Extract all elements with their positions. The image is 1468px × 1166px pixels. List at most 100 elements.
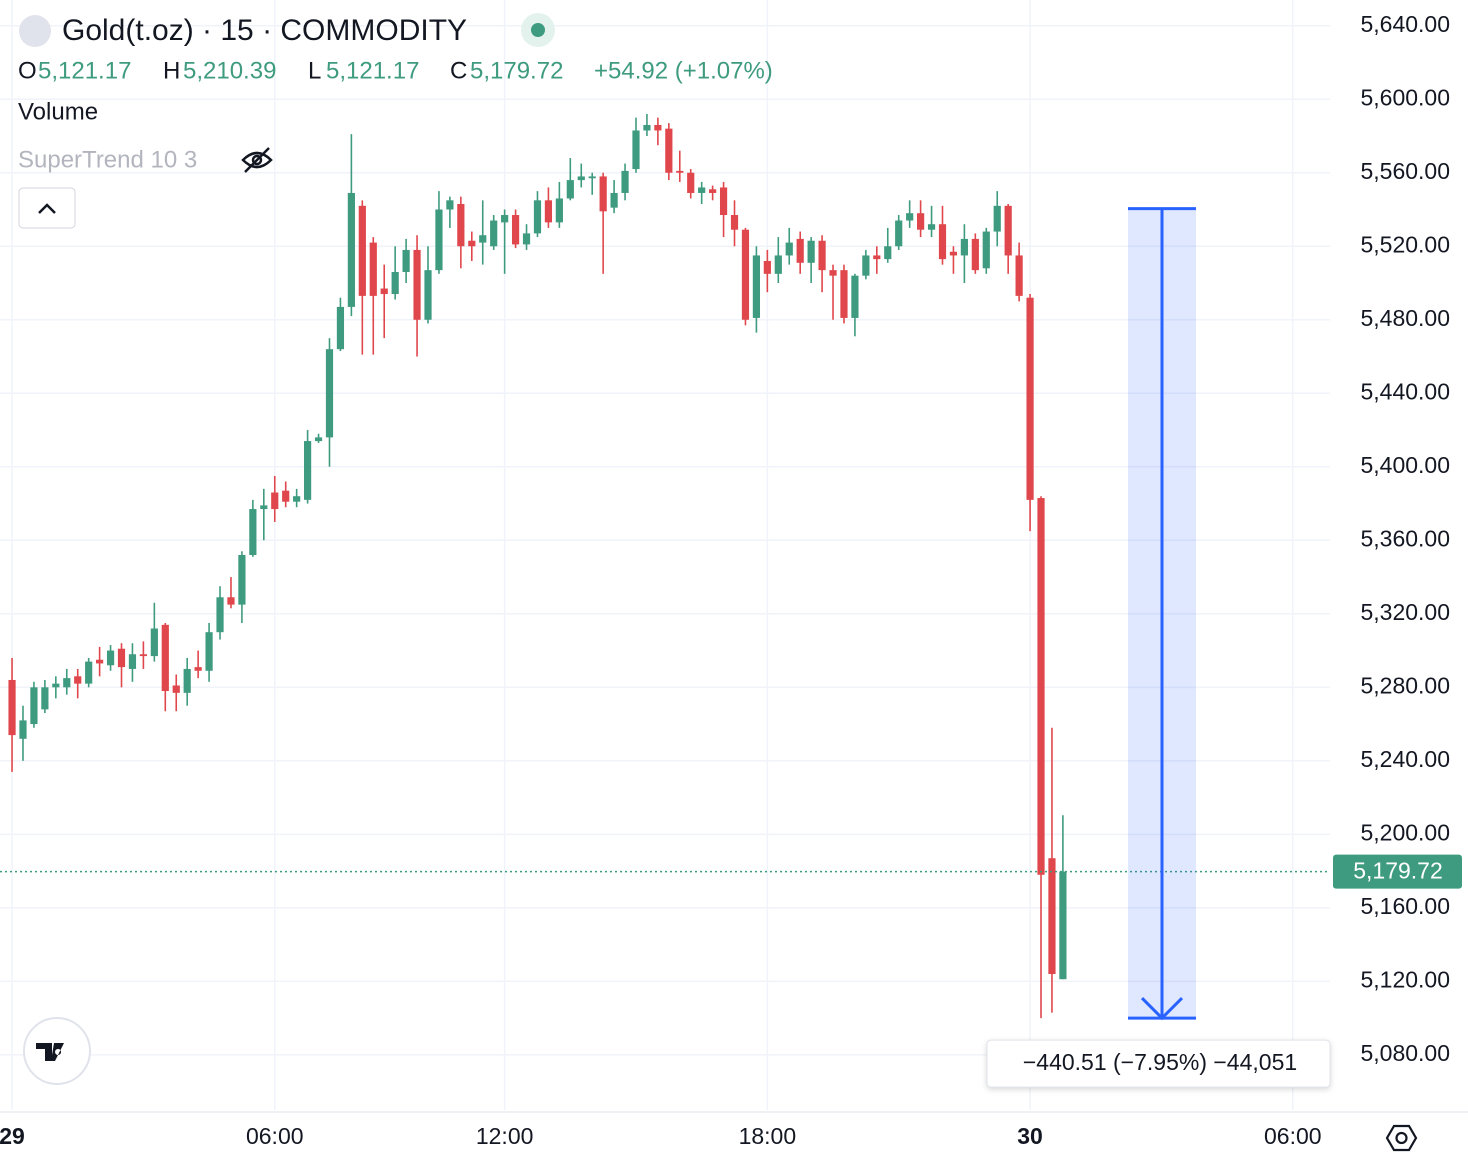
candle-body xyxy=(763,260,771,274)
candle-body xyxy=(884,246,892,260)
candle-body xyxy=(227,597,235,605)
chevron-icon xyxy=(38,203,56,214)
x-tick-label: 29 xyxy=(0,1123,25,1149)
candle-body xyxy=(730,215,739,230)
x-tick-label: 06:00 xyxy=(1264,1123,1322,1149)
candle-body xyxy=(457,203,465,247)
candle-body xyxy=(106,650,115,666)
candle-body xyxy=(665,128,673,173)
y-tick-label: 5,240.00 xyxy=(1360,746,1450,772)
candle-body xyxy=(851,275,859,318)
legend-key: C xyxy=(450,57,467,84)
y-tick-label: 5,160.00 xyxy=(1360,893,1450,919)
settings-icon[interactable] xyxy=(1385,1124,1418,1152)
candle-body xyxy=(993,205,1001,232)
candle-body xyxy=(654,124,662,131)
candle-body xyxy=(413,249,421,320)
candle-body xyxy=(8,679,16,736)
y-tick-label: 5,560.00 xyxy=(1360,158,1450,184)
legend-value: 5,121.17 xyxy=(326,57,419,84)
candle-body xyxy=(380,288,388,295)
candle-body xyxy=(818,240,826,271)
candle-body xyxy=(577,176,585,181)
candle-body xyxy=(555,198,563,223)
candle-body xyxy=(1026,297,1034,500)
candle-body xyxy=(698,187,706,193)
candle-body xyxy=(1015,255,1023,296)
candle-body xyxy=(1059,871,1067,980)
legend-value: 5,121.17 xyxy=(38,57,131,84)
candle-body xyxy=(205,632,213,671)
collapse-button[interactable] xyxy=(18,187,76,229)
measure-label: −440.51 (−7.95%) −44,051 xyxy=(1023,1049,1297,1075)
last-price-label: 5,179.72 xyxy=(1353,858,1443,884)
y-tick-label: 5,320.00 xyxy=(1360,599,1450,625)
indicator-label[interactable]: Volume xyxy=(18,98,98,125)
candle-body xyxy=(938,224,947,260)
candle-body xyxy=(325,349,334,438)
y-tick-label: 5,640.00 xyxy=(1360,11,1450,37)
candle-body xyxy=(260,505,268,510)
candle-body xyxy=(949,251,958,256)
y-tick-label: 5,080.00 xyxy=(1360,1040,1450,1066)
candle-body xyxy=(128,654,137,669)
candle-body xyxy=(687,172,695,193)
y-tick-label: 5,400.00 xyxy=(1360,452,1450,478)
candle-body xyxy=(741,229,750,320)
candle-body xyxy=(435,209,443,271)
candle-body xyxy=(906,213,914,221)
candle-body xyxy=(446,200,454,210)
candle-body xyxy=(719,187,728,216)
candle-body xyxy=(829,270,837,276)
candle-body xyxy=(960,238,968,256)
candle-body xyxy=(501,215,509,223)
candle-body xyxy=(490,220,498,247)
legend-value: 5,210.39 xyxy=(183,57,276,84)
candle-body xyxy=(347,192,355,307)
candle-body xyxy=(161,624,169,691)
logo xyxy=(36,1043,64,1061)
y-tick-label: 5,360.00 xyxy=(1360,525,1450,551)
candle-body xyxy=(566,180,574,199)
candle-body xyxy=(599,176,607,212)
candle-body xyxy=(41,687,49,710)
candle-body xyxy=(632,130,640,170)
candle-body xyxy=(314,437,323,442)
legend-key: H xyxy=(163,57,180,84)
candle-body xyxy=(194,667,202,671)
y-tick-label: 5,480.00 xyxy=(1360,305,1450,331)
candle-body xyxy=(1037,498,1045,875)
candle-body xyxy=(249,509,257,555)
candle-body xyxy=(117,648,126,668)
y-tick-label: 5,520.00 xyxy=(1360,231,1450,257)
measure-arrowhead xyxy=(1140,997,1184,1021)
candle-body xyxy=(216,597,224,633)
candle-body xyxy=(358,205,366,296)
candle-body xyxy=(982,231,990,269)
logo-button[interactable] xyxy=(23,1017,91,1085)
y-tick-label: 5,120.00 xyxy=(1360,966,1450,992)
measure-label-box xyxy=(986,1039,1331,1088)
x-tick-label: 30 xyxy=(1017,1123,1043,1149)
plot-area xyxy=(8,113,1067,1019)
indicator-label[interactable]: SuperTrend 10 3 xyxy=(18,146,197,173)
last-price-box xyxy=(1333,854,1462,889)
hide-icon[interactable] xyxy=(241,147,273,173)
legend-change: +54.92 (+1.07%) xyxy=(594,57,773,84)
candle-body xyxy=(522,233,531,245)
candle-body xyxy=(172,685,180,693)
candle-body xyxy=(479,235,487,243)
candle-body xyxy=(610,192,618,208)
candle-body xyxy=(293,496,301,502)
candle-body xyxy=(303,441,312,500)
candle-body xyxy=(917,213,925,230)
candle-body xyxy=(862,255,870,276)
legend-key: O xyxy=(18,57,37,84)
x-tick-label: 18:00 xyxy=(739,1123,797,1149)
candle-body xyxy=(709,189,717,193)
candle-body xyxy=(369,242,377,296)
candle-body xyxy=(511,215,520,245)
candle-body xyxy=(271,492,279,510)
candle-body xyxy=(533,200,542,234)
